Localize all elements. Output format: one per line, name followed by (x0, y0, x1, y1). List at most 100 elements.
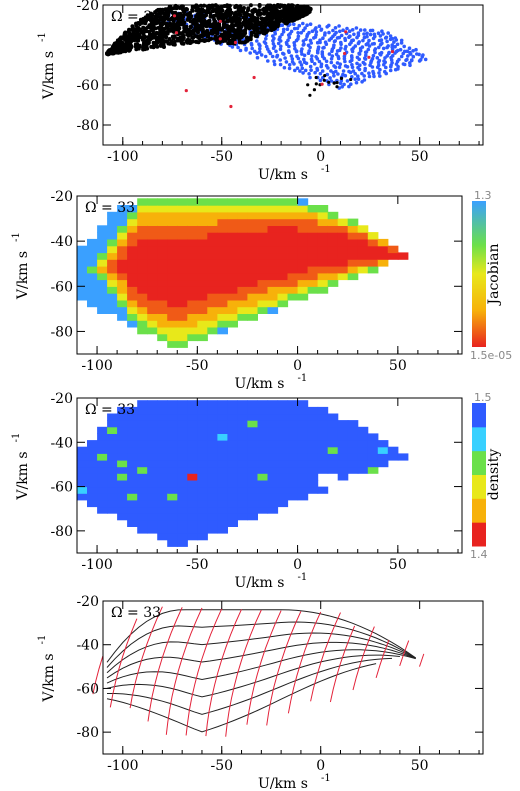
heatmap-cell (237, 513, 248, 521)
heatmap-cell (247, 446, 258, 454)
heatmap-cell (177, 286, 188, 294)
heatmap-cell (287, 440, 299, 448)
data-point (376, 63, 381, 68)
data-point (353, 44, 358, 48)
data-point (406, 54, 410, 58)
heatmap-cell (197, 506, 208, 514)
heatmap-cell (307, 225, 319, 233)
heatmap-cell (147, 406, 158, 415)
heatmap-cell (197, 266, 208, 274)
heatmap-cell (317, 245, 329, 254)
data-point (292, 26, 297, 31)
omega-label: Ω = 33 (111, 9, 161, 25)
data-point (396, 48, 400, 53)
heatmap-cell (137, 499, 148, 508)
data-point (272, 26, 277, 31)
heatmap-cell (107, 238, 118, 247)
heatmap-cell (307, 426, 319, 434)
data-point (349, 77, 353, 82)
heatmap-cell (157, 400, 168, 408)
heatmap-cell (207, 225, 218, 233)
heatmap-cell (227, 453, 238, 461)
data-point (323, 74, 327, 78)
heatmap-cell (217, 198, 228, 206)
heatmap-cell (237, 211, 248, 220)
heatmap-cell (227, 466, 238, 474)
heatmap-cell (157, 453, 168, 461)
heatmap-cell (107, 306, 118, 314)
heatmap-cell (237, 493, 248, 501)
heatmap-cell (357, 426, 369, 434)
x-axis-label: U/km s (235, 376, 285, 392)
heatmap-cell (287, 453, 299, 461)
data-point (362, 32, 366, 36)
grid-line (329, 625, 356, 703)
x-axis-label: U/km s (258, 167, 308, 183)
heatmap-cell (287, 426, 299, 434)
heatmap-cell (347, 259, 359, 267)
data-point (358, 28, 363, 32)
data-point (396, 64, 400, 69)
heatmap-cell (247, 252, 258, 260)
heatmap-cell (217, 453, 228, 461)
heatmap-cell (97, 440, 108, 448)
heatmap-cell (97, 259, 108, 267)
heatmap-cell (317, 279, 329, 287)
data-point (304, 37, 308, 42)
heatmap-cell (177, 460, 188, 468)
heatmap-cell (117, 426, 128, 434)
data-point (336, 72, 340, 76)
data-point (338, 29, 342, 34)
data-point (317, 24, 322, 29)
heatmap-cell (247, 306, 258, 314)
heatmap-cell (207, 433, 218, 441)
data-point (388, 34, 393, 38)
data-point (402, 49, 407, 54)
data-point (318, 38, 322, 42)
heatmap-cell (267, 400, 279, 408)
data-point (378, 67, 382, 72)
data-point (335, 61, 340, 65)
heatmap-cell (127, 433, 138, 441)
heatmap-cell (327, 279, 339, 287)
axes: -100 -50 0 50-20-40-60-80 (50, 189, 462, 374)
heatmap-cell (347, 232, 359, 240)
heatmap-cell (247, 499, 258, 508)
heatmap-cell (287, 466, 299, 474)
heatmap-cell (157, 293, 168, 301)
data-point (388, 68, 393, 73)
data-point (236, 26, 241, 30)
heatmap-cell (327, 272, 339, 281)
data-point (285, 14, 290, 19)
heatmap-cell (257, 433, 269, 441)
heatmap-cell (177, 266, 188, 274)
data-point (173, 16, 177, 21)
heatmap-cell (187, 252, 198, 260)
data-point (379, 50, 384, 55)
heatmap-cell (287, 211, 299, 220)
heatmap-cell (257, 286, 269, 294)
heatmap-cell (117, 499, 128, 508)
data-point (143, 47, 148, 52)
heatmap-cell (107, 446, 118, 454)
heatmap-cell (277, 440, 289, 448)
data-point (119, 35, 124, 40)
heatmap-cell (207, 198, 218, 206)
heatmap-cell (367, 433, 379, 441)
heatmap-cell (237, 266, 248, 274)
data-point (136, 38, 141, 43)
heatmap-cell (177, 453, 188, 461)
heatmap-cell (337, 453, 349, 461)
data-point (350, 58, 354, 62)
data-point (155, 18, 159, 23)
heatmap-cell (177, 313, 188, 321)
data-point (198, 14, 203, 19)
heatmap-cell (277, 466, 289, 474)
plot-area (105, 3, 428, 109)
data-point (384, 65, 388, 70)
y-axis-label-sup: -1 (37, 635, 48, 645)
heatmap-cell (197, 400, 208, 408)
heatmap-cell (157, 326, 168, 335)
heatmap-cell (307, 272, 319, 281)
heatmap-cell (267, 272, 279, 281)
